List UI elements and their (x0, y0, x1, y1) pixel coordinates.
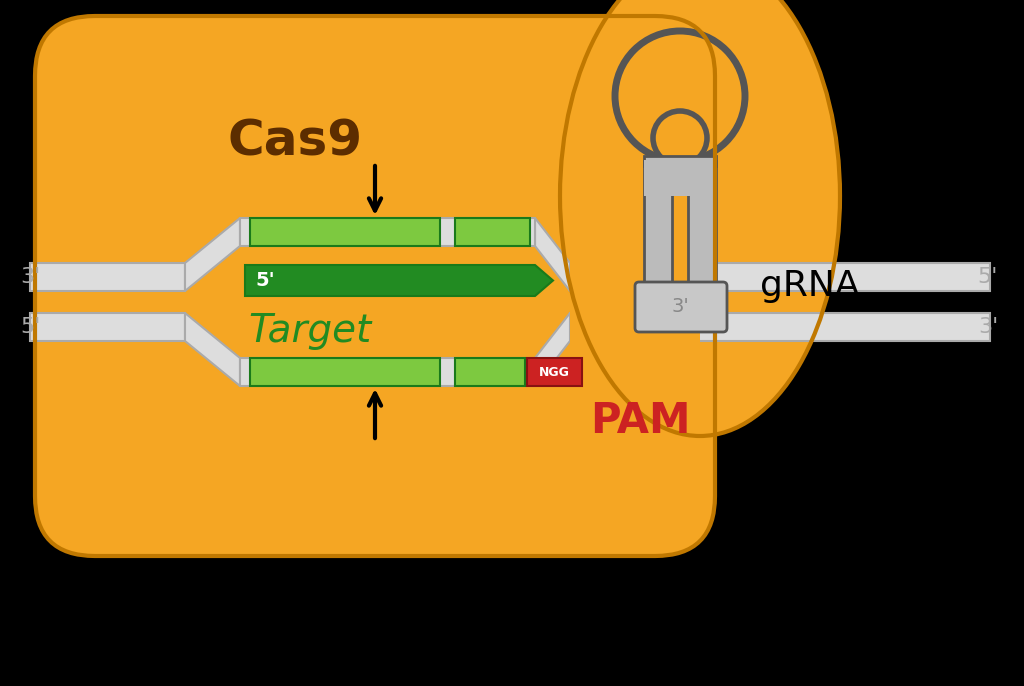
Text: 3': 3' (671, 296, 689, 316)
Polygon shape (570, 263, 990, 291)
FancyBboxPatch shape (35, 16, 715, 556)
Polygon shape (570, 156, 700, 396)
Polygon shape (520, 166, 700, 416)
Text: 3': 3' (978, 317, 998, 337)
Text: Target: Target (249, 312, 372, 350)
Text: 5': 5' (978, 267, 998, 287)
Polygon shape (535, 313, 570, 386)
Text: 5': 5' (255, 271, 274, 290)
Ellipse shape (560, 0, 840, 436)
Polygon shape (455, 218, 530, 246)
Polygon shape (455, 358, 525, 386)
Text: PAM: PAM (590, 400, 690, 442)
Polygon shape (30, 263, 185, 291)
Polygon shape (240, 218, 535, 246)
Text: 3': 3' (20, 267, 40, 287)
FancyBboxPatch shape (635, 282, 727, 332)
Text: NGG: NGG (539, 366, 570, 379)
Polygon shape (527, 358, 582, 386)
Circle shape (615, 31, 745, 161)
Text: gRNA: gRNA (760, 269, 859, 303)
Text: Cas9: Cas9 (227, 117, 362, 165)
Polygon shape (240, 358, 535, 386)
Polygon shape (688, 161, 716, 291)
Circle shape (653, 111, 707, 165)
Polygon shape (30, 313, 185, 341)
Polygon shape (250, 218, 440, 246)
Polygon shape (644, 156, 716, 166)
Polygon shape (185, 313, 240, 386)
Polygon shape (245, 265, 553, 296)
Polygon shape (185, 218, 240, 291)
Polygon shape (644, 160, 716, 196)
Polygon shape (250, 358, 440, 386)
Text: 5': 5' (20, 317, 40, 337)
Polygon shape (644, 161, 672, 291)
Polygon shape (570, 313, 990, 341)
Polygon shape (535, 218, 570, 291)
